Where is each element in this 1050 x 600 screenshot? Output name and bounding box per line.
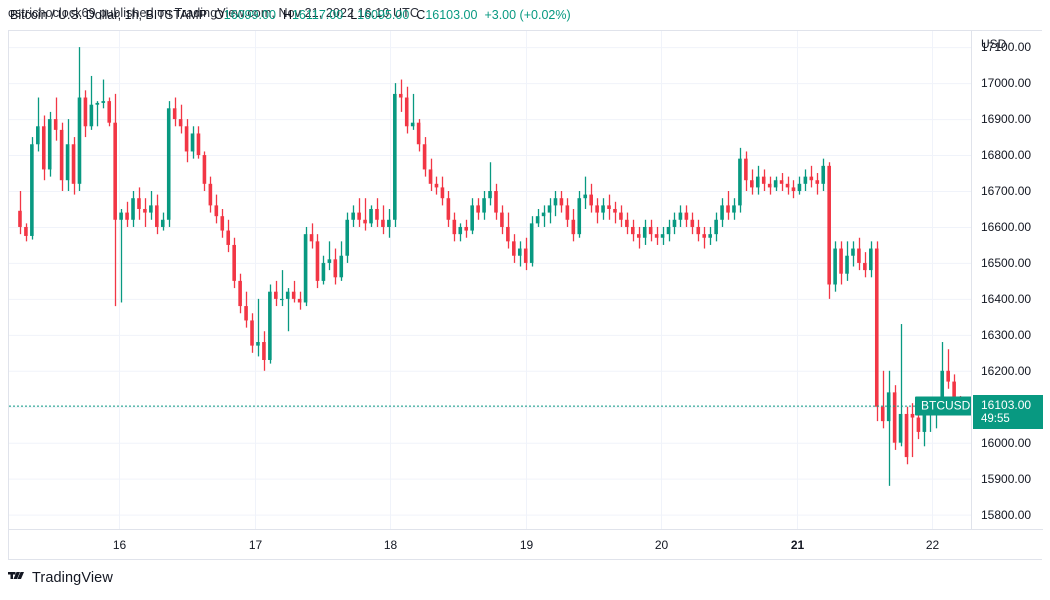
time-axis-tick: 16 <box>112 538 127 552</box>
time-axis[interactable]: 16 17 18 19 20 21 22 <box>9 529 1043 559</box>
price-axis-tick: 17100.00 <box>981 40 1032 55</box>
legend-close-value: 16103.00 <box>425 8 478 22</box>
attribution-text: ostrichoclock69 published on TradingView… <box>8 6 419 20</box>
time-axis-tick: 17 <box>248 538 263 552</box>
time-axis-tick: 21 <box>790 538 805 552</box>
time-axis-tick: 18 <box>383 538 398 552</box>
price-axis[interactable]: USD 16103.00 49:55 17100.00 17000.00 16900… <box>971 31 1043 529</box>
price-axis-tick: 16300.00 <box>981 327 1032 342</box>
price-axis-tick: 16500.00 <box>981 255 1032 270</box>
time-axis-tick: 19 <box>519 538 534 552</box>
symbol-price-tag: BTCUSD <box>915 396 971 416</box>
candlestick-svg <box>9 31 971 529</box>
tradingview-brand-text: TradingView <box>32 570 113 586</box>
tradingview-logo-icon <box>8 571 24 579</box>
price-axis-tick: 16700.00 <box>981 184 1032 198</box>
chart-plot-area[interactable]: BTCUSD <box>9 31 971 529</box>
time-axis-tick: 22 <box>925 538 940 552</box>
price-axis-tick: 16800.00 <box>981 148 1032 163</box>
price-axis-tick: 15900.00 <box>981 471 1032 486</box>
price-axis-unit: USD <box>981 37 1007 51</box>
price-axis-tick: 15800.00 <box>981 507 1032 522</box>
current-price-value: 16103.00 <box>981 398 1032 413</box>
bar-countdown: 49:55 <box>981 413 1010 426</box>
legend-change: +3.00 (+0.02%) <box>484 8 571 22</box>
price-axis-tick: 16200.00 <box>981 363 1032 378</box>
price-axis-tick: 16000.00 <box>981 435 1032 450</box>
price-axis-tick: 17000.00 <box>981 76 1032 91</box>
chart-frame: BTCUSD USD 16103.00 49:55 17100.00 17000.… <box>8 30 1043 560</box>
current-price-badge: 16103.00 49:55 <box>973 395 1043 430</box>
time-axis-tick: 20 <box>654 538 669 552</box>
footer: TradingView <box>8 570 113 586</box>
price-axis-tick: 16600.00 <box>981 219 1032 234</box>
price-axis-tick: 16900.00 <box>981 112 1032 127</box>
price-axis-tick: 16400.00 <box>981 291 1032 306</box>
